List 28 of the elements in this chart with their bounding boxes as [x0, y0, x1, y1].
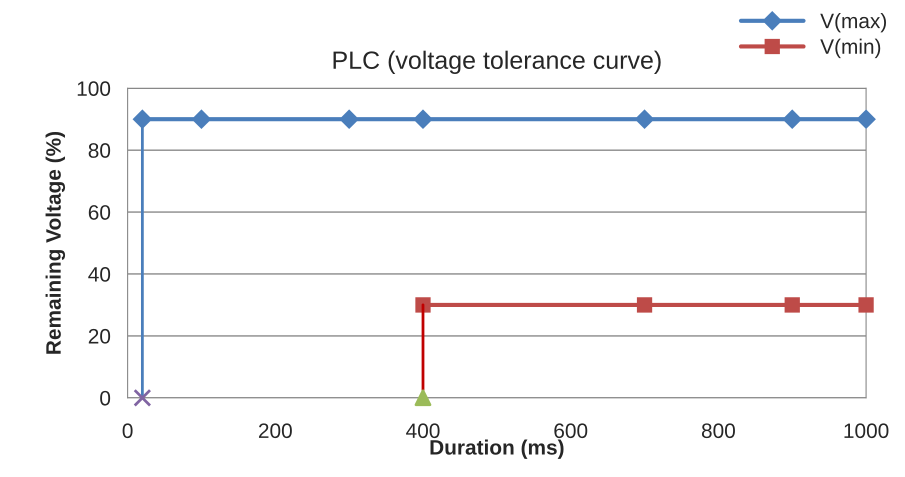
y-tick-label: 40	[88, 266, 110, 282]
y-tick-label: 20	[88, 328, 110, 344]
point	[856, 110, 876, 129]
x-tick-label: 600	[554, 423, 588, 438]
x-axis-title: Duration (ms)	[430, 439, 564, 459]
y-tick-label: 60	[88, 205, 110, 220]
y-tick-label: 0	[100, 390, 110, 406]
x-tick-label: 200	[258, 423, 292, 438]
x-tick-label: 400	[406, 423, 440, 438]
y-tick-label: 80	[88, 143, 110, 158]
point	[340, 110, 359, 129]
point	[133, 388, 152, 407]
legend-label: V(max)	[820, 12, 886, 32]
point	[858, 297, 874, 313]
point	[784, 297, 800, 313]
y-axis-title: Remaining Voltage (%)	[46, 132, 66, 354]
x-tick-label: 0	[122, 423, 133, 438]
y-tick-label: 100	[78, 81, 110, 96]
point	[192, 110, 211, 129]
point	[413, 110, 433, 129]
point	[636, 297, 652, 313]
point	[635, 110, 654, 129]
chart-title: PLC (voltage tolerance curve)	[334, 50, 661, 74]
x-tick-label: 800	[702, 423, 735, 438]
point	[414, 389, 432, 406]
point	[782, 110, 802, 129]
x-tick-label: 1000	[844, 423, 888, 438]
legend-label: V(min)	[820, 38, 880, 58]
